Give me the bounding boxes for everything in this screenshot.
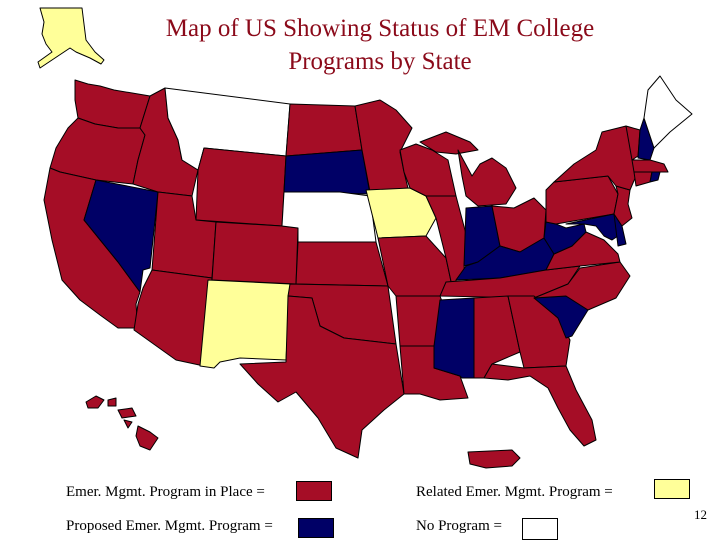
page-number: 12 xyxy=(694,507,707,522)
legend-related-swatch xyxy=(654,479,690,499)
legend-none-label: No Program = xyxy=(416,518,502,534)
legend-related-label: Related Emer. Mgmt. Program = xyxy=(416,484,613,500)
state-hi xyxy=(85,395,159,451)
map-title-line-2: Programs by State xyxy=(288,48,472,75)
state-wy xyxy=(195,147,287,227)
state-ri xyxy=(649,171,661,183)
state-mi xyxy=(419,131,517,207)
territory-pr xyxy=(467,449,521,469)
map-title: Map of US Showing Status of EM College P… xyxy=(120,12,640,78)
state-ks xyxy=(295,241,389,287)
state-az xyxy=(133,269,213,367)
legend-proposed-label: Proposed Emer. Mgmt. Program = xyxy=(66,518,273,534)
state-ma xyxy=(631,159,669,173)
legend-in-place-swatch xyxy=(296,481,332,501)
state-ms xyxy=(433,297,475,379)
state-ct xyxy=(633,171,653,187)
legend-proposed-swatch xyxy=(298,518,334,538)
state-nj xyxy=(613,185,633,227)
state-nh xyxy=(637,117,655,161)
map-title-line-1: Map of US Showing Status of EM College xyxy=(165,15,595,42)
state-nc xyxy=(533,261,631,311)
state-ak xyxy=(37,7,105,69)
state-me xyxy=(643,75,693,149)
legend-none-swatch xyxy=(522,518,558,540)
state-mo xyxy=(377,235,453,297)
legend-in-place-label: Emer. Mgmt. Program in Place = xyxy=(66,484,265,500)
state-fl xyxy=(483,363,597,447)
state-tx xyxy=(239,295,405,459)
state-co xyxy=(211,221,299,285)
state-nd xyxy=(285,103,363,157)
state-nm xyxy=(199,279,291,369)
state-sd xyxy=(283,149,371,195)
